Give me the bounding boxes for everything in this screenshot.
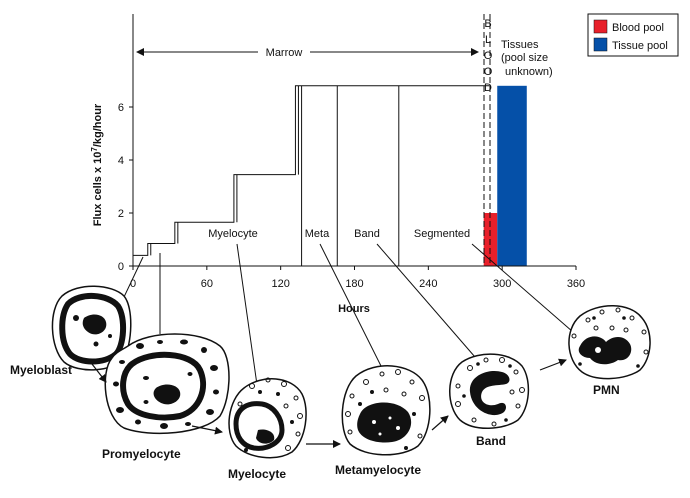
marrow-label: Marrow: [266, 47, 303, 59]
metamyelocyte-cell-drawing: [341, 365, 431, 456]
band-granules: [455, 357, 525, 427]
stage-label-segmented: Segmented: [414, 228, 470, 240]
promyelocyte-nucleus-ring: [120, 351, 207, 421]
tissues-label-line-2: (pool size: [501, 52, 548, 64]
legend: Blood pool Tissue pool: [587, 13, 679, 57]
myeloblast-spot: [93, 341, 99, 347]
legend-label-blood: Blood pool: [612, 22, 664, 34]
myelocyte-dark-granules: [244, 390, 294, 452]
stage-dividers: [301, 85, 400, 266]
cell-label-pmn: PMN: [593, 383, 620, 397]
x-tick-label: 120: [271, 278, 289, 290]
y-tick-label: 4: [118, 155, 124, 167]
blood-letter: O: [484, 66, 493, 78]
y-axis-title-base: Flux cells x 10: [92, 152, 104, 227]
blood-letter: L: [485, 34, 491, 46]
cell-label-promyelocyte: Promyelocyte: [102, 447, 181, 461]
pmn-granules: [571, 307, 649, 355]
myelocyte-nucleus-core: [256, 429, 275, 444]
y-tick-label: 0: [118, 261, 124, 273]
myeloblast-nucleolus: [82, 314, 107, 335]
metamyelocyte-nucleus-spots: [372, 416, 400, 436]
myelocyte-cell-drawing: [228, 377, 307, 459]
myelocyte-cell-outline: [228, 378, 307, 459]
stage-label-myelocyte: Myelocyte: [208, 228, 258, 240]
connector-myeloblast: [123, 256, 144, 298]
arrow-metamyelocyte-to-band: [431, 415, 449, 431]
myelocyte-nucleus: [233, 401, 285, 451]
y-axis-title-exponent: 7: [90, 147, 99, 152]
myeloblast-cell-drawing: [51, 285, 132, 371]
arrow-band-to-pmn: [539, 358, 567, 371]
promyelocyte-granules: [113, 339, 219, 429]
marrow-label-bg: [258, 44, 310, 60]
band-dark-granules: [462, 362, 512, 422]
x-axis-title: Hours: [338, 303, 370, 315]
stage-label-meta: Meta: [305, 228, 330, 240]
arrow-myeloblast-to-promyelocyte: [91, 363, 107, 383]
cell-label-band: Band: [476, 434, 506, 448]
myeloblast-spot: [73, 315, 79, 321]
band-cell-outline: [449, 353, 530, 429]
cell-label-myelocyte: Myelocyte: [228, 467, 286, 481]
tissues-label-line-1: Tissues: [501, 39, 539, 51]
metamyelocyte-nucleus: [357, 402, 412, 443]
arrow-promyelocyte-to-myelocyte: [191, 425, 223, 435]
x-tick-label: 0: [130, 278, 136, 290]
blood-letter: O: [484, 50, 493, 62]
tissues-label-line-3: unknown): [505, 66, 553, 78]
x-tick-label: 300: [493, 278, 511, 290]
band-nucleus: [469, 370, 510, 416]
x-tick-label: 60: [201, 278, 213, 290]
connector-band: [376, 243, 489, 373]
stage-label-band: Band: [354, 228, 380, 240]
x-tick-label: 240: [419, 278, 437, 290]
band-cell-drawing: [449, 353, 530, 429]
x-tick-label: 180: [345, 278, 363, 290]
blood-letter: B: [484, 18, 491, 30]
metamyelocyte-granules: [345, 369, 425, 439]
promyelocyte-nucleolus: [153, 384, 181, 405]
y-axis-title: Flux cells x 107/kg/hour: [90, 103, 104, 226]
marrow-step-inner-line: [150, 85, 299, 256]
pmn-cell-drawing: [568, 305, 651, 380]
legend-swatch-blood: [593, 19, 608, 34]
y-axis-title-unit: /kg/hour: [92, 103, 104, 147]
y-axis-ticks: 0 2 4 6: [118, 102, 133, 273]
promyelocyte-cell-drawing: [104, 333, 230, 435]
myelocyte-granules: [237, 377, 303, 451]
cell-label-myeloblast: Myeloblast: [10, 363, 72, 377]
marrow-step-line: [133, 85, 490, 256]
cell-label-metamyelocyte: Metamyelocyte: [335, 463, 421, 477]
x-axis-ticks: 0 60 120 180 240 300 360: [130, 266, 585, 290]
x-tick-label: 360: [567, 278, 585, 290]
flux-chart: 0 60 120 180 240 300 360 0 2 4 6 Flux cells x 107…: [90, 14, 585, 315]
y-tick-label: 6: [118, 102, 124, 114]
tissue-pool-bar: [497, 85, 527, 266]
myeloblast-spot: [108, 334, 112, 338]
legend-swatch-tissue: [593, 37, 608, 52]
pmn-nucleus-hole: [595, 347, 601, 353]
pmn-dark-granules: [578, 316, 640, 368]
pmn-nucleus-lobes: [578, 336, 632, 365]
metamyelocyte-dark-granules: [358, 390, 416, 450]
blood-letter: D: [484, 82, 492, 94]
maturation-arrows: [91, 358, 567, 448]
connector-meta: [319, 243, 385, 373]
y-tick-label: 2: [118, 208, 124, 220]
legend-label-tissue: Tissue pool: [612, 40, 668, 52]
